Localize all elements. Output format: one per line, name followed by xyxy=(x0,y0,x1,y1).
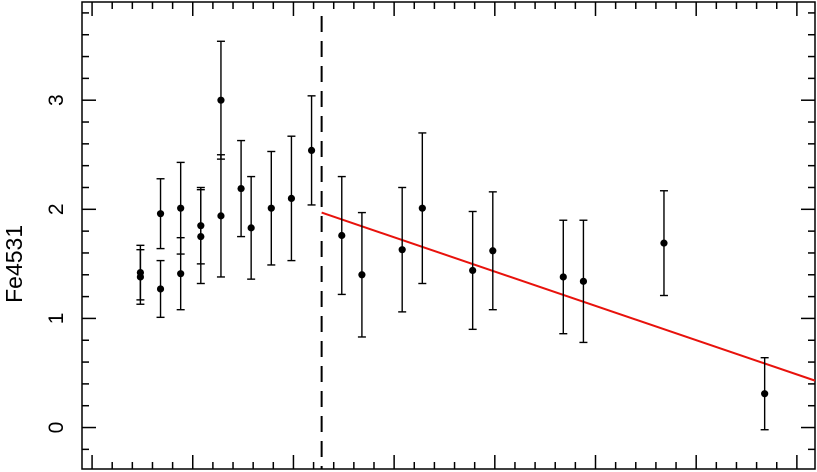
point-marker xyxy=(469,266,477,275)
point-marker xyxy=(247,224,255,232)
point-marker xyxy=(579,277,588,285)
data-point xyxy=(307,95,316,206)
data-point xyxy=(176,236,185,311)
point-marker xyxy=(338,231,346,240)
point-marker xyxy=(177,270,185,278)
point-marker xyxy=(156,210,165,218)
data-point xyxy=(237,139,246,238)
y-tick-label: 3 xyxy=(45,94,68,106)
point-marker xyxy=(489,247,497,255)
point-marker xyxy=(761,390,769,398)
y-tick-label: 2 xyxy=(45,203,68,215)
y-axis: 0 1 2 3 xyxy=(45,12,815,451)
fit-line xyxy=(321,211,816,382)
data-points xyxy=(136,40,769,431)
point-marker xyxy=(559,273,567,281)
data-point xyxy=(196,188,205,285)
plot-frame xyxy=(81,1,816,470)
point-marker xyxy=(197,232,205,241)
data-point xyxy=(267,150,276,266)
point-marker xyxy=(177,204,185,212)
point-marker xyxy=(398,246,406,254)
point-marker xyxy=(660,239,668,247)
y-tick-label: 1 xyxy=(45,313,68,325)
data-point xyxy=(337,175,346,296)
point-marker xyxy=(217,212,225,220)
y-tick-label: 0 xyxy=(45,422,68,434)
point-marker xyxy=(156,285,165,293)
data-point xyxy=(247,175,256,280)
point-marker xyxy=(217,96,225,104)
plot-border xyxy=(81,1,816,470)
point-marker xyxy=(237,184,245,193)
point-marker xyxy=(307,146,316,154)
data-point xyxy=(760,357,769,431)
data-point xyxy=(468,210,477,331)
data-point xyxy=(488,191,497,311)
point-marker xyxy=(267,204,275,212)
fit-line-layer xyxy=(321,211,816,382)
data-point xyxy=(156,178,165,250)
data-point xyxy=(559,219,568,335)
data-point xyxy=(418,132,427,285)
data-point xyxy=(579,219,588,344)
data-point xyxy=(398,186,407,313)
point-marker xyxy=(418,204,426,212)
data-point xyxy=(659,190,668,297)
data-point xyxy=(216,154,225,278)
data-point xyxy=(216,40,225,160)
x-axis xyxy=(91,2,798,469)
data-point xyxy=(287,135,296,262)
y-axis-title: Fe4531 xyxy=(1,225,27,303)
point-marker xyxy=(136,273,144,281)
data-point xyxy=(136,248,145,305)
data-point xyxy=(357,211,366,338)
data-point xyxy=(156,259,165,319)
point-marker xyxy=(287,194,296,203)
point-marker xyxy=(358,271,366,279)
